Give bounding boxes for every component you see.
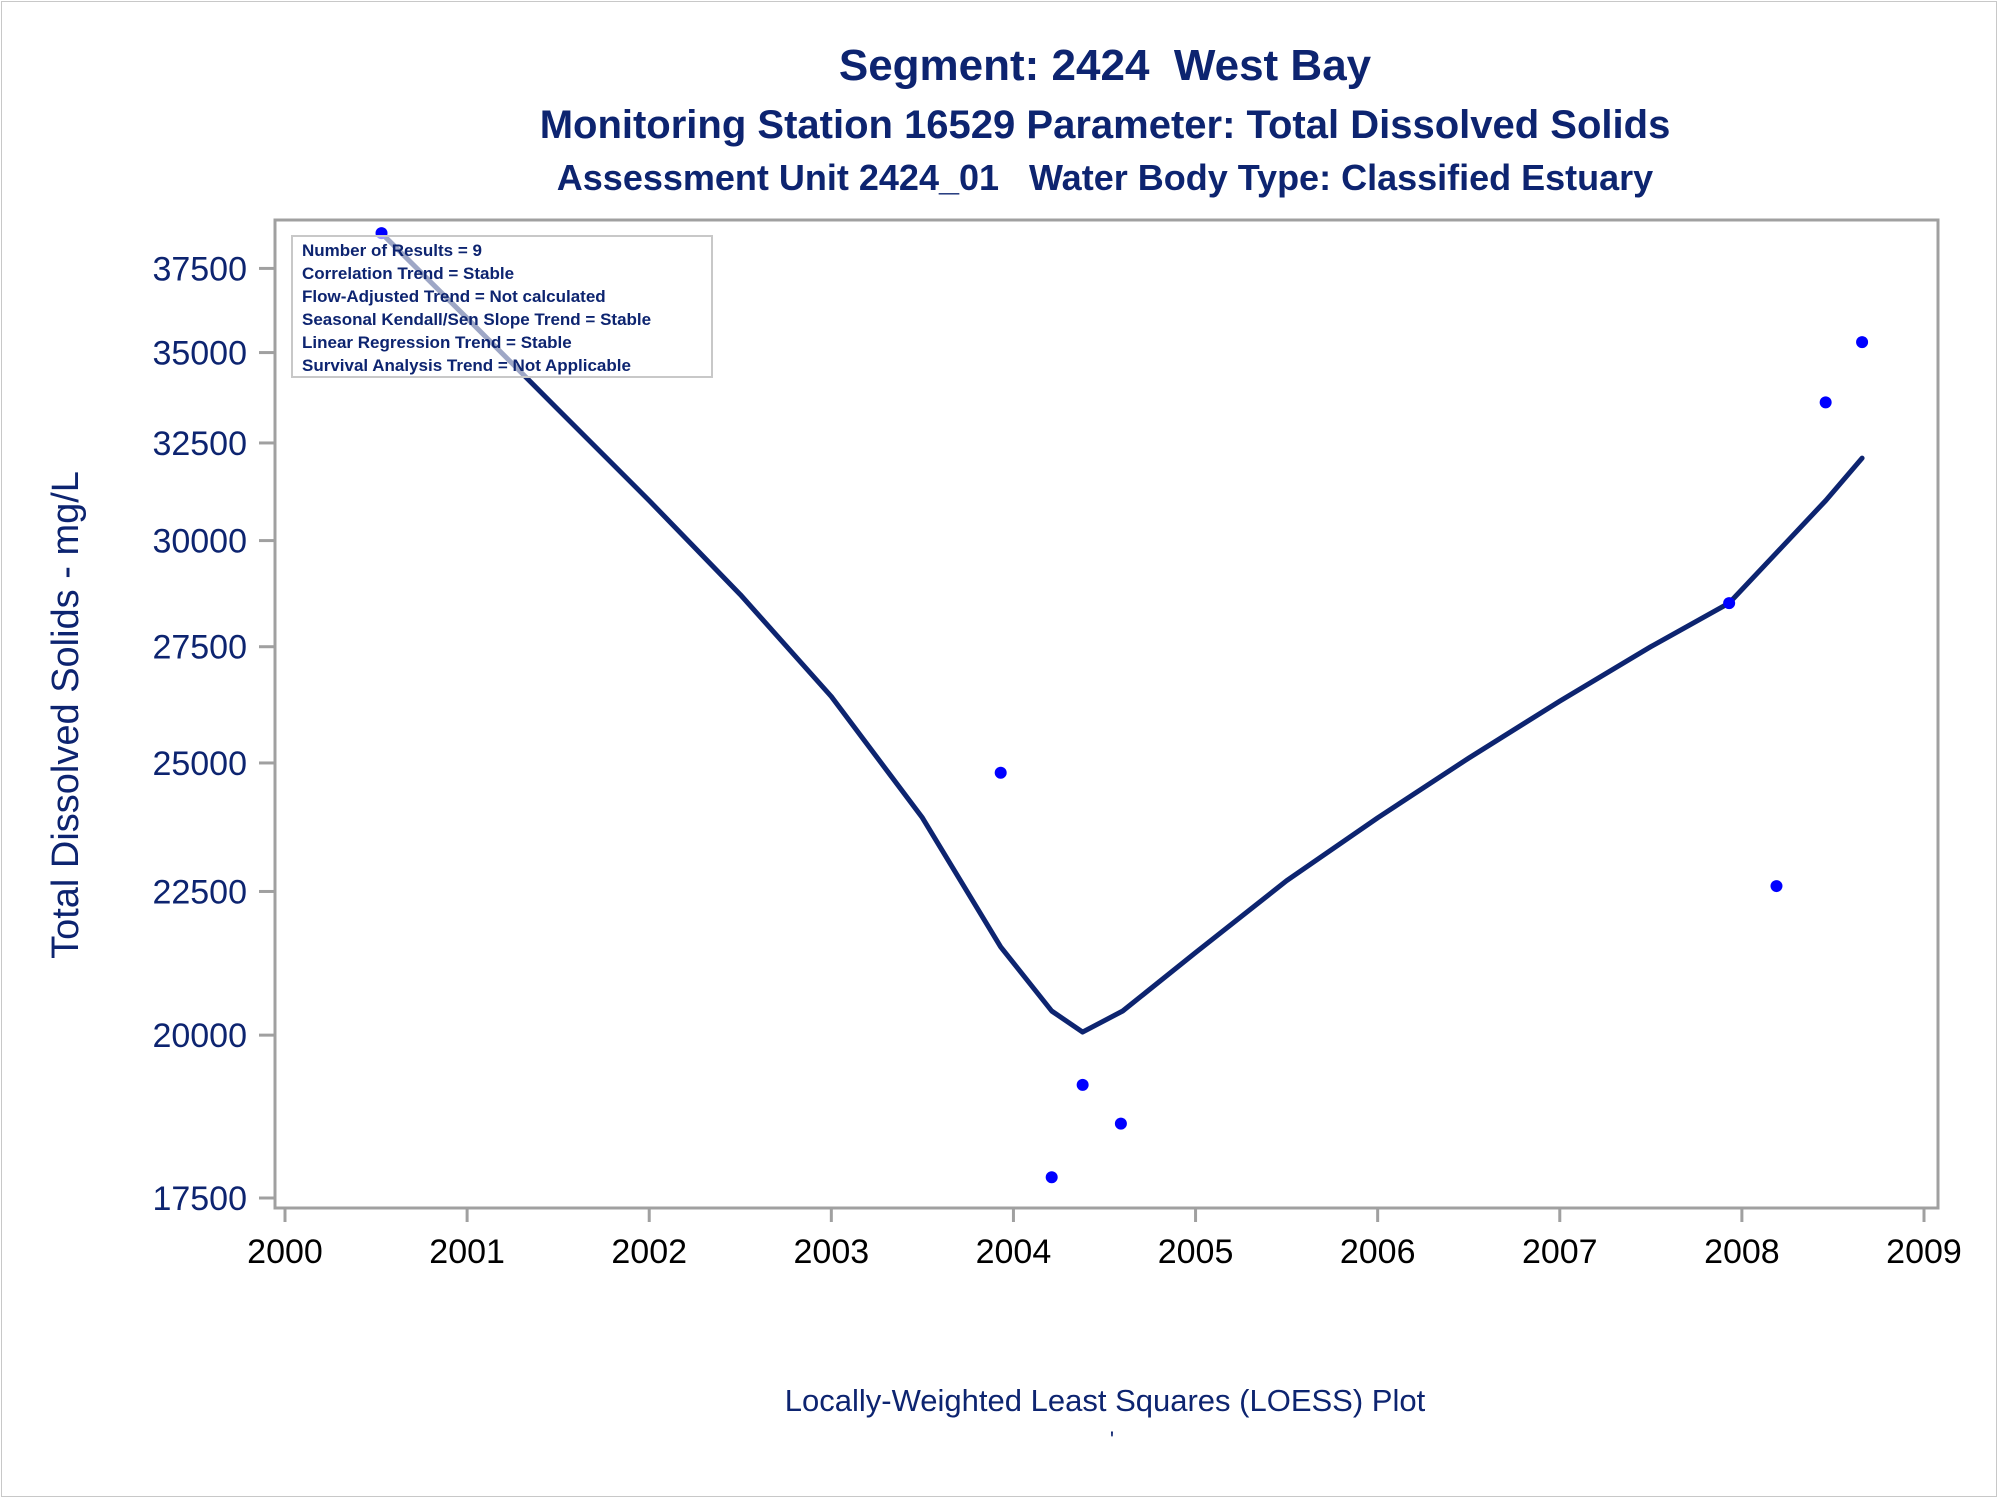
annotation-line: Survival Analysis Trend = Not Applicable <box>302 356 631 375</box>
chart-footnote: Locally-Weighted Least Squares (LOESS) P… <box>785 1383 1426 1418</box>
y-tick-label: 20000 <box>152 1017 247 1055</box>
chart-subtitle-2: Assessment Unit 2424_01 Water Body Type:… <box>557 157 1653 198</box>
x-tick-label: 2009 <box>1886 1233 1962 1271</box>
plot-area <box>273 218 1940 1210</box>
annotation-line: Linear Regression Trend = Stable <box>302 333 572 352</box>
y-tick-label: 27500 <box>152 629 247 667</box>
y-axis: 17500 20000 22500 25000 27500 30000 32500 35000… <box>152 250 275 1218</box>
loess-line <box>379 230 1865 1035</box>
y-tick-label: 37500 <box>152 250 247 288</box>
annotation-line: Seasonal Kendall/Sen Slope Trend = Stabl… <box>302 310 651 329</box>
annotation-line: Correlation Trend = Stable <box>302 264 514 283</box>
data-point <box>1114 1117 1127 1130</box>
annotation-lines: Number of Results = 9 Correlation Trend =… <box>302 241 651 375</box>
data-point <box>1856 336 1869 349</box>
data-point <box>1076 1078 1089 1091</box>
data-point <box>994 766 1007 779</box>
x-tick-label: 2000 <box>247 1233 323 1271</box>
x-tick-label: 2008 <box>1704 1233 1780 1271</box>
y-tick-label: 17500 <box>152 1180 247 1218</box>
y-tick-label: 22500 <box>152 873 247 911</box>
data-point <box>1045 1171 1058 1184</box>
annotation-box: Number of Results = 9 Correlation Trend =… <box>291 235 713 378</box>
annotation-line: Number of Results = 9 <box>302 241 482 260</box>
y-tick-label: 30000 <box>152 523 247 561</box>
x-axis: 2000 2001 2002 2003 2004 2005 2006 2007 2008 2009 <box>247 1208 1962 1271</box>
annotation-box-frame <box>291 235 713 378</box>
x-tick-label: 2001 <box>429 1233 505 1271</box>
y-axis-label: Total Dissolved Solids - mg/L <box>45 471 87 959</box>
chart-title: Segment: 2424 West Bay <box>839 41 1372 90</box>
chart-footnote-mark: ' <box>1110 1427 1114 1452</box>
x-tick-label: 2002 <box>611 1233 687 1271</box>
x-tick-label: 2006 <box>1340 1233 1416 1271</box>
data-points <box>375 227 1869 1184</box>
y-tick-label: 25000 <box>152 745 247 783</box>
data-point <box>1723 597 1736 610</box>
annotation-line: Flow-Adjusted Trend = Not calculated <box>302 287 606 306</box>
x-tick-label: 2004 <box>976 1233 1052 1271</box>
y-tick-label: 35000 <box>152 335 247 373</box>
x-tick-label: 2003 <box>794 1233 870 1271</box>
chart-subtitle: Monitoring Station 16529 Parameter: Tota… <box>540 103 1671 147</box>
x-tick-label: 2005 <box>1158 1233 1234 1271</box>
x-tick-label: 2007 <box>1522 1233 1598 1271</box>
y-tick-label: 32500 <box>152 425 247 463</box>
data-point <box>1770 880 1783 893</box>
data-point <box>1819 396 1832 409</box>
